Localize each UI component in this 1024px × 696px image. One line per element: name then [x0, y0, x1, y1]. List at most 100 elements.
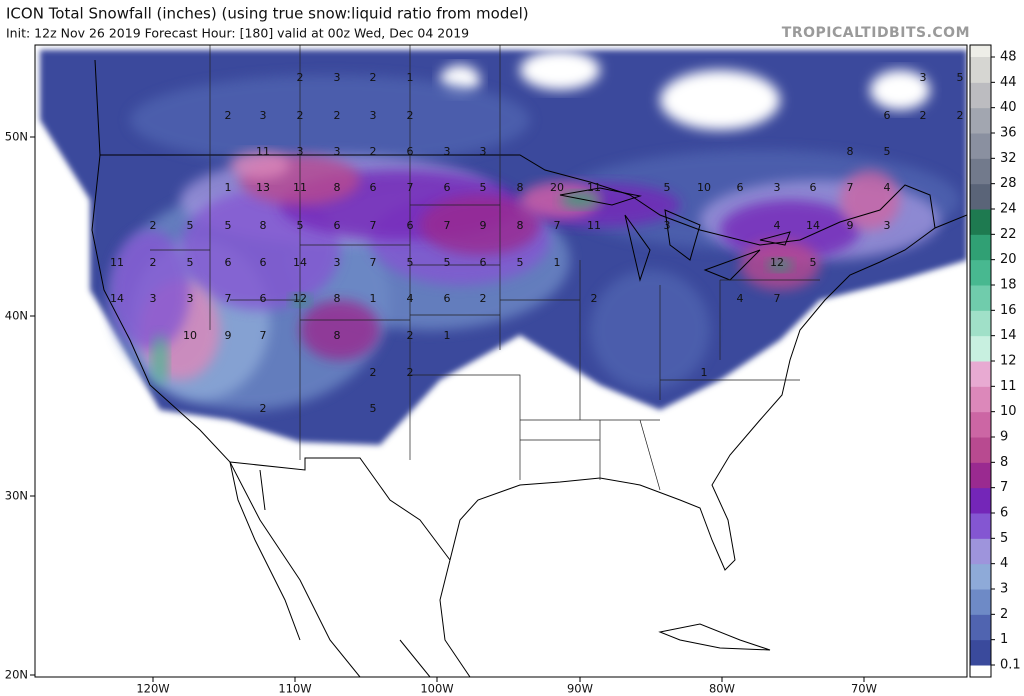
colorbar-label: 20	[1000, 252, 1017, 267]
snow-free-area	[520, 50, 600, 90]
colorbar-label: 24	[1000, 202, 1017, 217]
snow-label: 3	[774, 181, 781, 194]
snow-label: 6	[810, 181, 817, 194]
snow-label: 7	[774, 292, 781, 305]
snow-label: 3	[297, 145, 304, 158]
colorbar-label: 1	[1000, 632, 1008, 647]
snow-label: 20	[550, 181, 564, 194]
colorbar-bottom	[970, 665, 991, 677]
colorbar-segment	[970, 209, 991, 235]
snow-label: 5	[407, 256, 414, 269]
snowfall-labels: 2 3 2 12 3 2 2 3 211 3 3 2 6 3 31 13 11 8 6 7 6 5 8 20 11 5 10 6 3 6 7…	[110, 71, 964, 415]
snow-label: 6	[407, 219, 414, 232]
snow-label: 1	[444, 329, 451, 342]
colorbar-segment	[970, 133, 991, 159]
snow-label: 5	[187, 219, 194, 232]
snow-label: 11	[587, 219, 601, 232]
colorbar-segment	[970, 259, 991, 286]
snow-label: 5	[884, 145, 891, 158]
snow-label: 8	[260, 219, 267, 232]
colorbar-label: 0.1	[1000, 658, 1021, 673]
cuba	[658, 623, 771, 651]
snow-label: 11	[587, 181, 601, 194]
snow-label: 3	[664, 219, 671, 232]
colorbar: 0.11234567891011121416182022242832364044…	[970, 45, 1021, 677]
snow-label: 7	[847, 181, 854, 194]
snow-label: 5	[370, 402, 377, 415]
province-lines	[209, 45, 501, 155]
colorbar-segment	[970, 335, 991, 362]
snow-label: 2	[150, 219, 157, 232]
lon-label: 100W	[420, 682, 453, 696]
snow-label: 10	[183, 329, 197, 342]
snow-band	[840, 170, 900, 230]
lat-label: 50N	[5, 130, 28, 144]
snow-label: 8	[334, 181, 341, 194]
snow-label: 2	[297, 109, 304, 122]
lat-label: 40N	[5, 309, 28, 323]
snow-label: 6	[444, 181, 451, 194]
snow-label: 5	[810, 256, 817, 269]
snow-label: 5	[225, 219, 232, 232]
snow-label: 7	[370, 219, 377, 232]
colorbar-label: 36	[1000, 126, 1017, 141]
snow-label: 13	[256, 181, 270, 194]
snow-label: 5	[480, 181, 487, 194]
colorbar-frame	[969, 44, 992, 678]
snow-label: 7	[554, 219, 561, 232]
colorbar-segment	[970, 361, 991, 387]
snow-label: 7	[260, 329, 267, 342]
coastline	[91, 59, 361, 677]
colorbar-label: 16	[1000, 303, 1017, 318]
colorbar-segment	[970, 589, 991, 615]
snow-band	[300, 300, 380, 360]
snow-label: 14	[110, 292, 124, 305]
colorbar-label: 44	[1000, 75, 1017, 90]
colorbar-segment	[970, 183, 991, 210]
snow-label: 1	[554, 256, 561, 269]
baja	[229, 461, 301, 641]
snow-label: 2	[407, 366, 414, 379]
colorbar-label: 12	[1000, 354, 1017, 369]
colorbar-segment	[970, 234, 991, 261]
colorbar-segment	[970, 107, 991, 134]
snow-band	[110, 230, 190, 350]
snow-label: 2	[480, 292, 487, 305]
snow-label: 5	[957, 71, 964, 84]
snow-label: 2	[370, 71, 377, 84]
colorbar-label: 7	[1000, 480, 1008, 495]
title: ICON Total Snowfall (inches) (using true…	[6, 5, 529, 23]
snow-label: 1	[407, 71, 414, 84]
snow-label: 2	[225, 109, 232, 122]
snow-label: 5	[517, 256, 524, 269]
snow-label: 2	[370, 145, 377, 158]
snow-label: 6	[334, 219, 341, 232]
axes: 50N 40N 30N 20N 120W 110W 100W 90W 80W 70W	[5, 130, 877, 696]
snow-label: 6	[260, 256, 267, 269]
snow-label: 6	[260, 292, 267, 305]
colorbar-segment	[970, 310, 991, 337]
colorbar-label: 8	[1000, 455, 1008, 470]
colorbar-top	[970, 45, 991, 57]
colorbar-segment	[970, 538, 991, 565]
lat-label: 20N	[5, 668, 28, 682]
colorbar-segment	[970, 285, 991, 311]
snow-label: 12	[770, 256, 784, 269]
snow-band	[230, 151, 290, 179]
snow-label: 3	[480, 145, 487, 158]
snow-label: 8	[517, 219, 524, 232]
snow-label: 2	[920, 109, 927, 122]
snow-label: 3	[370, 109, 377, 122]
snow-label: 9	[847, 219, 854, 232]
snow-label: 11	[110, 256, 124, 269]
snow-label: 3	[187, 292, 194, 305]
colorbar-label: 3	[1000, 582, 1008, 597]
lon-label: 90W	[567, 682, 593, 696]
snow-band	[130, 75, 530, 165]
colorbar-label: 9	[1000, 430, 1008, 445]
watermark: TROPICALTIDBITS.COM	[782, 25, 970, 41]
colorbar-segment	[970, 462, 991, 489]
borders	[91, 45, 967, 677]
snow-free-area	[870, 70, 930, 110]
snow-label: 3	[884, 219, 891, 232]
